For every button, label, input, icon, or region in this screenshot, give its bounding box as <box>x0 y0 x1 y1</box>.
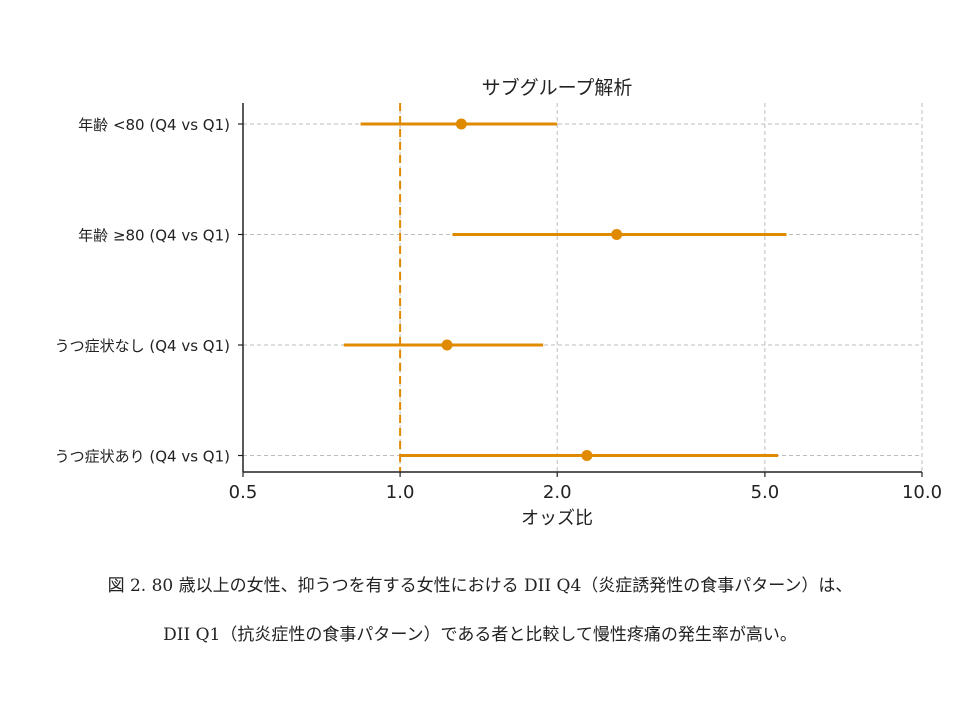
x-tick-label-2: 2.0 <box>543 482 572 503</box>
x-axis-label: オッズ比 <box>521 508 593 529</box>
grid-layer <box>243 103 923 472</box>
point-estimate-3 <box>581 450 593 461</box>
point-estimate-1 <box>611 229 623 240</box>
row-label-3: うつ症状あり (Q4 vs Q1) <box>55 448 230 466</box>
x-tick-label-3: 5.0 <box>751 482 780 503</box>
row-label-2: うつ症状なし (Q4 vs Q1) <box>55 337 230 355</box>
figure-caption-line-2: DII Q1（抗炎症性の食事パターン）である者と比較して慢性疼痛の発生率が高い。 <box>163 625 797 645</box>
point-estimate-0 <box>455 118 467 130</box>
row-label-0: 年齢 <80 (Q4 vs Q1) <box>78 116 230 134</box>
figure-caption-line-1: 図 2. 80 歳以上の女性、抑うつを有する女性における DII Q4（炎症誘発… <box>107 576 853 596</box>
row-label-1: 年齢 ≥80 (Q4 vs Q1) <box>78 227 230 245</box>
axis-layer: 0.5 1.0 2.0 5.0 10.0 <box>229 103 942 503</box>
point-estimate-2 <box>441 339 453 351</box>
x-tick-label-4: 10.0 <box>902 482 942 503</box>
x-tick-label-0: 0.5 <box>229 482 258 503</box>
forest-plot: サブグループ解析 0.5 1.0 2.0 5.0 10.0 年齢 <80 (Q4 vs … <box>55 76 942 529</box>
x-tick-label-1: 1.0 <box>386 482 415 503</box>
rows-layer: 年齢 <80 (Q4 vs Q1) 年齢 ≥80 (Q4 vs Q1) うつ症状なし… <box>55 116 787 466</box>
chart-title: サブグループ解析 <box>482 76 633 99</box>
